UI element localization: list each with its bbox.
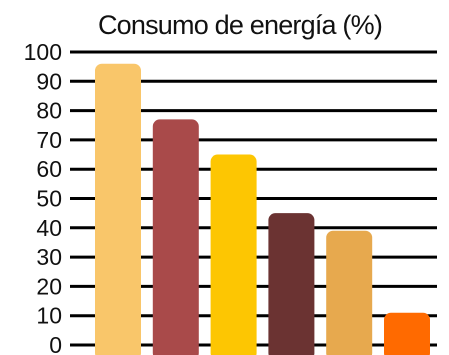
- bar-2: [152, 119, 199, 355]
- bar-6: [384, 312, 430, 355]
- y-tick-label: 10: [36, 303, 62, 329]
- y-tick-label: 0: [49, 332, 62, 355]
- y-tick-label: 40: [36, 215, 62, 241]
- y-tick-label: 90: [36, 68, 62, 94]
- y-tick-label: 70: [36, 127, 62, 153]
- y-tick-label: 50: [36, 186, 62, 212]
- bars: [95, 63, 430, 355]
- bar-1: [95, 63, 141, 355]
- y-tick-label: 80: [36, 98, 62, 124]
- bar-5: [326, 230, 373, 355]
- bar-3: [210, 154, 257, 355]
- y-axis-ticks: 0 10 20 30 40 50 60 70 80 90 100: [24, 39, 62, 355]
- bar-4: [268, 213, 315, 355]
- chart-title: Consumo de energía (%): [98, 10, 382, 40]
- y-tick-label: 20: [36, 273, 62, 299]
- y-tick-label: 100: [24, 39, 62, 65]
- y-tick-label: 60: [36, 156, 62, 182]
- y-tick-label: 30: [36, 244, 62, 270]
